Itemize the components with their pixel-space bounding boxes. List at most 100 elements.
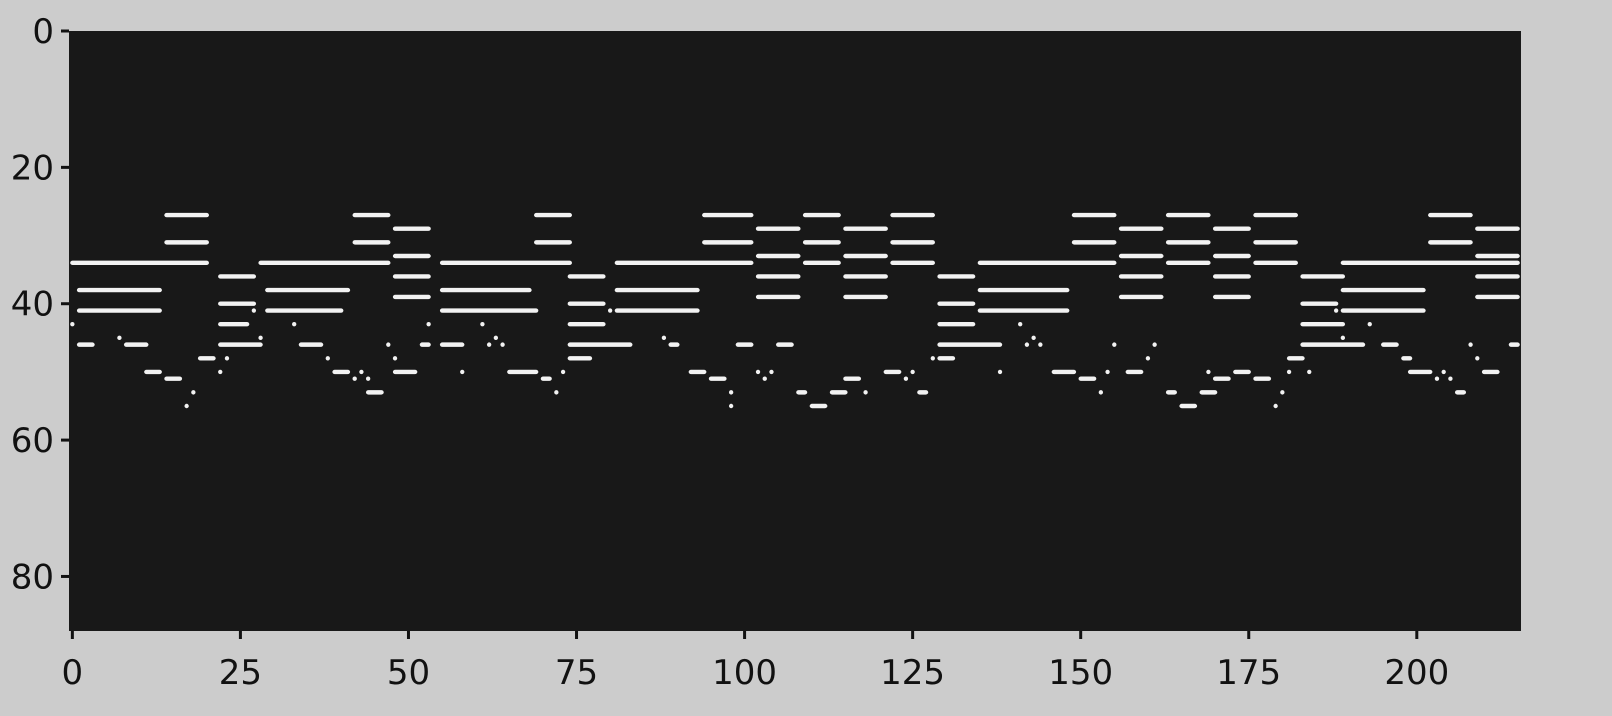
note-bar <box>507 369 539 375</box>
x-tick-label: 175 <box>1216 653 1281 693</box>
note-bar <box>796 390 808 395</box>
note-bar <box>218 321 250 327</box>
note-bar <box>755 369 761 375</box>
note-bar <box>460 369 465 375</box>
note-bar <box>493 335 499 341</box>
x-tick-label: 25 <box>219 653 262 693</box>
note-bar <box>1280 390 1285 395</box>
note-bar <box>251 308 257 313</box>
note-bar <box>910 369 915 375</box>
note-bar <box>1179 403 1198 409</box>
note-bar <box>1481 369 1500 375</box>
x-tick-label: 0 <box>62 653 84 693</box>
note-bar <box>1118 253 1164 259</box>
note-bar <box>1165 240 1211 245</box>
note-bar <box>937 274 976 279</box>
note-bar <box>977 308 1070 313</box>
note-bar <box>359 369 364 375</box>
x-axis: 0 25 50 75 100 125 150 175 200 <box>62 631 1449 693</box>
note-bar <box>392 226 431 231</box>
note-bar <box>1165 390 1177 395</box>
note-bar <box>1118 226 1164 231</box>
note-bar <box>1407 369 1433 375</box>
y-tick-label: 40 <box>11 285 54 325</box>
note-bar <box>708 376 727 381</box>
note-bar <box>1367 321 1372 327</box>
note-bar <box>1253 260 1298 266</box>
note-bar <box>1434 376 1440 381</box>
note-bar <box>1307 369 1312 375</box>
note-bar <box>1340 260 1520 266</box>
note-bar <box>843 226 888 231</box>
note-bar <box>534 212 572 218</box>
note-bar <box>930 356 935 361</box>
note-bar <box>1273 403 1278 409</box>
x-tick-label: 75 <box>555 653 598 693</box>
note-bar <box>762 376 767 381</box>
note-bar <box>863 390 868 395</box>
note-bar <box>1340 335 1346 341</box>
note-bar <box>1165 212 1211 218</box>
note-bar <box>728 403 734 409</box>
note-bar <box>1454 390 1467 395</box>
note-bar <box>1428 212 1473 218</box>
note-bar <box>702 212 754 218</box>
note-bar <box>567 301 606 306</box>
note-bar <box>540 376 552 381</box>
note-bar <box>567 321 606 327</box>
x-tick-label: 150 <box>1048 653 1113 693</box>
note-bar <box>1428 240 1473 245</box>
note-bar <box>1206 369 1211 375</box>
note-bar <box>1078 376 1097 381</box>
note-bar <box>890 260 935 266</box>
note-bar <box>1475 226 1520 231</box>
note-bar <box>1468 342 1473 347</box>
note-bar <box>1051 369 1077 375</box>
note-bar <box>1300 342 1366 347</box>
note-layer <box>70 212 1520 409</box>
note-bar <box>1112 342 1117 347</box>
note-bar <box>809 403 828 409</box>
note-bar <box>1253 212 1298 218</box>
note-bar <box>123 342 149 347</box>
note-bar <box>164 240 209 245</box>
note-bar <box>352 376 357 381</box>
note-bar <box>1212 294 1251 300</box>
y-tick-label: 60 <box>11 421 54 461</box>
note-bar <box>755 294 801 300</box>
note-bar <box>1212 226 1251 231</box>
note-bar <box>1381 342 1399 347</box>
note-bar <box>534 240 572 245</box>
note-bar <box>76 287 162 293</box>
note-bar <box>392 356 398 361</box>
x-tick-label: 125 <box>880 653 945 693</box>
note-bar <box>365 376 371 381</box>
note-bar <box>439 260 572 266</box>
note-bar <box>1300 301 1339 306</box>
note-bar <box>1105 369 1110 375</box>
note-bar <box>352 240 391 245</box>
note-bar <box>1152 342 1157 347</box>
note-bar <box>1475 253 1520 259</box>
note-bar <box>392 274 431 279</box>
note-bar <box>702 240 754 245</box>
note-bar <box>218 274 257 279</box>
note-bar <box>258 335 263 341</box>
note-bar <box>144 369 162 375</box>
note-bar <box>426 321 431 327</box>
note-bar <box>688 369 707 375</box>
note-bar <box>997 369 1003 375</box>
note-bar <box>1118 294 1164 300</box>
note-bar <box>76 342 95 347</box>
note-bar <box>292 321 297 327</box>
note-bar <box>265 287 351 293</box>
note-bar <box>802 240 841 245</box>
note-bar <box>1212 376 1231 381</box>
note-bar <box>365 390 384 395</box>
note-bar <box>1333 308 1339 313</box>
note-bar <box>70 260 209 266</box>
note-bar <box>1286 356 1305 361</box>
note-bar <box>843 253 888 259</box>
note-bar <box>392 253 431 259</box>
note-bar <box>755 253 801 259</box>
